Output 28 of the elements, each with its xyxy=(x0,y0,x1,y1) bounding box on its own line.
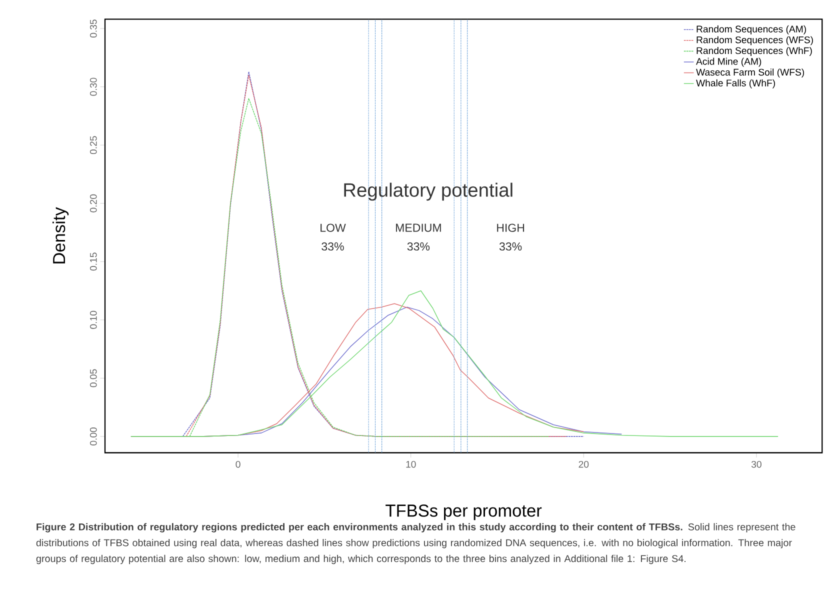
legend-label: Acid Mine (AM) xyxy=(696,58,762,67)
legend-label: Whale Falls (WhF) xyxy=(696,79,775,88)
y-tick-label: 0.15 xyxy=(90,252,97,271)
y-tick-label: 0.10 xyxy=(90,310,97,329)
y-tick-label: 0.05 xyxy=(90,369,97,388)
annotation: HIGH xyxy=(497,224,524,232)
x-tick-label: 0 xyxy=(236,460,240,468)
y-tick-label: 0.25 xyxy=(90,136,97,154)
annotation: 33% xyxy=(499,242,522,251)
x-axis-title: TFBSs per promoter xyxy=(386,504,542,520)
annotation: LOW xyxy=(320,224,346,232)
x-tick-label: 20 xyxy=(578,460,589,468)
legend-label: Random Sequences (WhF) xyxy=(696,46,812,56)
x-tick-label: 10 xyxy=(406,460,416,468)
y-tick-label: 0.20 xyxy=(90,194,97,212)
y-tick-label: 0.30 xyxy=(90,78,97,96)
legend-label: Random Sequences (AM) xyxy=(696,25,806,34)
text: Figure 2 Distribution of regulatory regions predicted per each environments analyzed in this study according to their content of TFBSs. Solid lines represent the distributions of TFBS obtained using real data, whereas dashed lines show predictions using randomized DNA sequences, i.e. with no biological information. Three major groups of regulatory potential are also shown: low, medium and high, which corresponds to the three bins analyzed in Additional file 1: Figure S4. xyxy=(36,523,796,564)
annotation: 33% xyxy=(407,242,430,251)
legend-label: Waseca Farm Soil (WFS) xyxy=(696,68,804,78)
y-tick-label: 0.35 xyxy=(90,20,97,38)
annotation: 33% xyxy=(322,242,344,251)
annotation: Regulatory potential xyxy=(344,182,512,201)
y-tick-label: 0.00 xyxy=(90,427,97,446)
annotation: MEDIUM xyxy=(396,224,441,232)
x-tick-label: 30 xyxy=(751,460,762,468)
legend-label: Random Sequences (WFS) xyxy=(696,36,813,46)
y-axis-title: Density xyxy=(52,207,69,264)
